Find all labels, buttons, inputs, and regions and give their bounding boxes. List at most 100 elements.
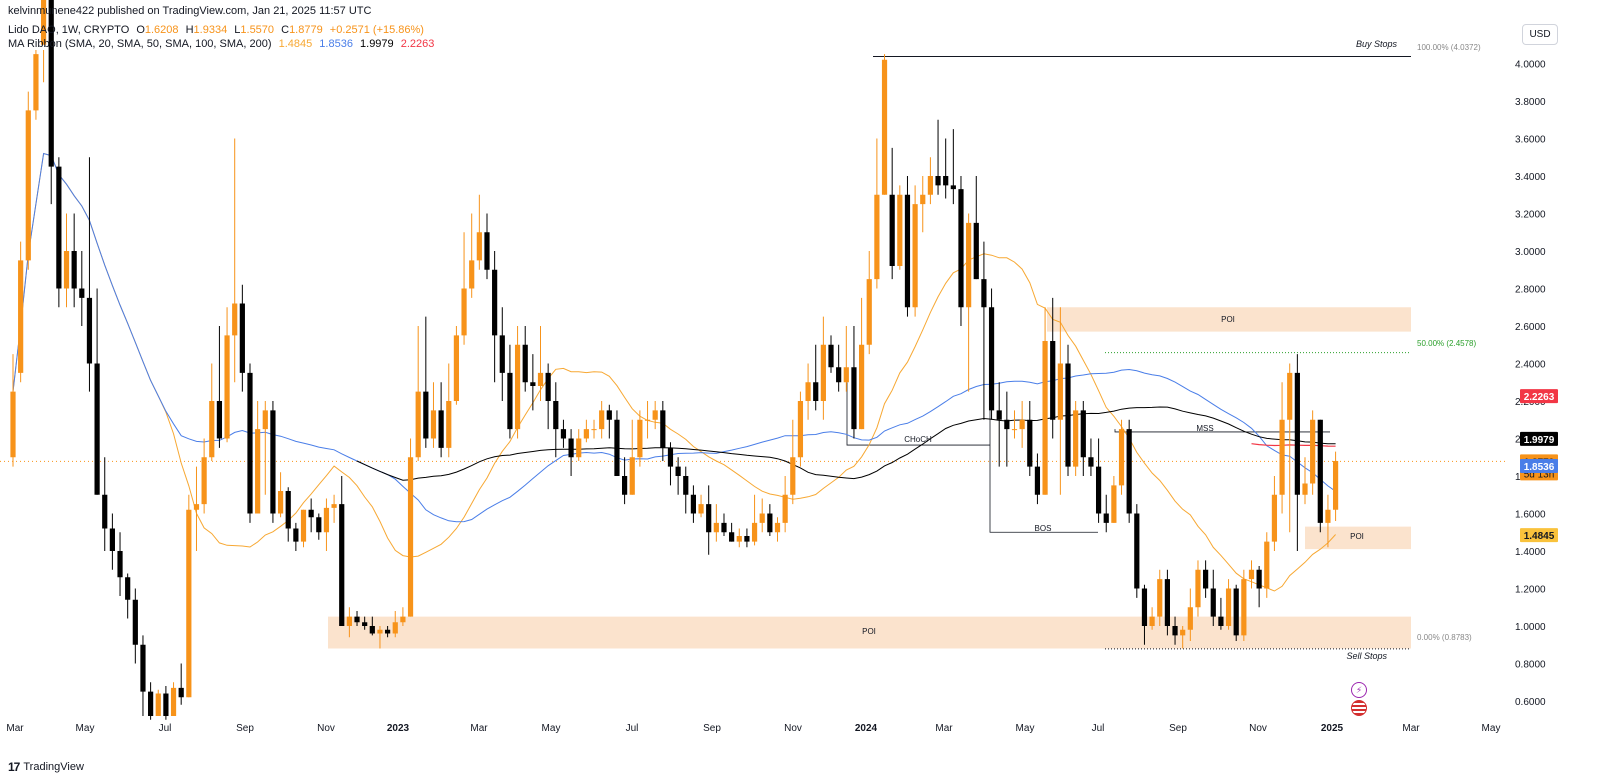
candle-body [667,447,674,467]
candle-body [1103,513,1109,523]
candle-body [339,504,345,626]
ma100-price-badge: 1.9979 [1524,435,1555,446]
ohlc-change: +0.2571 (+15.86%) [329,24,424,36]
x-tick-label: Mar [1402,723,1420,734]
candle-body [530,382,536,386]
x-tick-label: Nov [317,723,335,734]
candle-body [423,391,429,439]
flash-icon[interactable]: ⚡ [1351,682,1367,698]
candle-body [935,176,941,186]
x-tick-label: Jul [159,723,172,734]
candle-body [33,54,39,111]
buy-stops-label: Buy Stops [1356,39,1398,49]
candle-body [255,429,261,514]
candle-body [132,599,138,645]
fib-100-label: 100.00% (4.0372) [1417,43,1481,52]
symbol-name[interactable]: Lido DAO, 1W, CRYPTO [8,24,130,36]
countdown-label: 5d 13h [1524,469,1555,480]
y-tick-label: 0.6000 [1515,697,1546,708]
candle-body [675,466,681,476]
x-tick-label: 2023 [387,723,410,734]
candle-body [950,185,956,190]
x-tick-label: May [1482,723,1501,734]
candle-body [1111,485,1117,523]
candle-body [247,372,253,514]
candle-body [874,194,880,280]
x-tick-label: Sep [703,723,721,734]
candle-body [48,0,54,167]
candle-body [1233,588,1239,636]
ma200-price-badge-bg [1520,389,1558,404]
y-tick-label: 1.4000 [1515,547,1546,558]
candle-body [316,517,322,533]
candle-body [1279,419,1285,495]
candle-body [591,429,597,431]
x-tick-label: Jul [1092,723,1105,734]
candle-body [102,494,108,529]
candle-body [270,410,276,514]
candle-body [186,509,192,698]
poi-zone-mid [1305,526,1411,550]
y-tick-label: 1.6000 [1515,510,1546,521]
x-tick-label: 2025 [1321,723,1344,734]
mss-label: MSS [1196,424,1213,433]
candle-body [385,629,391,634]
candle-body [232,303,238,336]
y-tick-label: 2.8000 [1515,285,1546,296]
candle-body [178,687,184,698]
logo-text: TradingView [23,761,84,773]
candle-body [125,577,131,600]
candle-body [751,522,758,542]
candle-body [637,419,643,458]
candle-body [86,297,93,364]
candle-body [193,504,200,510]
candle-body [568,438,574,458]
choch-line [846,382,990,446]
candle-body [79,288,85,298]
candle-body [392,622,398,634]
y-tick-label: 3.2000 [1515,210,1546,221]
y-tick-label: 3.8000 [1515,97,1546,108]
candle-body [767,513,773,533]
candle-body [1256,569,1262,589]
candle-body [446,401,452,448]
candle-body [1057,363,1063,420]
candle-body [1225,588,1232,626]
ohlc-close: C1.8779 [281,24,323,36]
candle-body [782,494,788,523]
candle-body [285,491,291,529]
x-tick-label: Mar [470,723,488,734]
tradingview-logo[interactable]: 17 TradingView [8,760,84,774]
us-flag-icon[interactable] [1351,700,1367,716]
candle-body [897,194,903,266]
candle-body [759,513,765,523]
ma100-value: 1.9979 [360,38,394,50]
candle-body [1332,461,1339,510]
ma-indicator-label[interactable]: MA Ribbon (SMA, 20, SMA, 50, SMA, 100, S… [8,38,272,50]
candle-body [1294,372,1300,495]
candle-body [1042,341,1048,495]
x-tick-label: Sep [236,723,254,734]
candle-body [836,367,842,383]
candle-body [1004,419,1010,430]
ohlc-high: H1.9334 [185,24,228,36]
candle-body [851,367,857,430]
y-tick-label: 4.0000 [1515,60,1546,71]
candle-body [1073,410,1079,467]
currency-button[interactable]: USD [1522,24,1558,45]
mss-line [1114,429,1330,433]
candle-body [545,372,551,401]
candle-body [744,536,750,542]
fib-50-label: 50.00% (2.4578) [1417,339,1476,348]
x-tick-label: May [1016,723,1035,734]
candle-body [476,232,482,261]
candle-body [966,222,972,308]
candle-body [713,522,719,533]
y-tick-label: 2.6000 [1515,322,1546,333]
ma200-price-badge: 2.2263 [1524,392,1555,403]
candle-body [988,307,995,411]
candle-body [469,260,475,289]
sma50-line [12,152,1336,523]
candle-body [163,693,169,716]
